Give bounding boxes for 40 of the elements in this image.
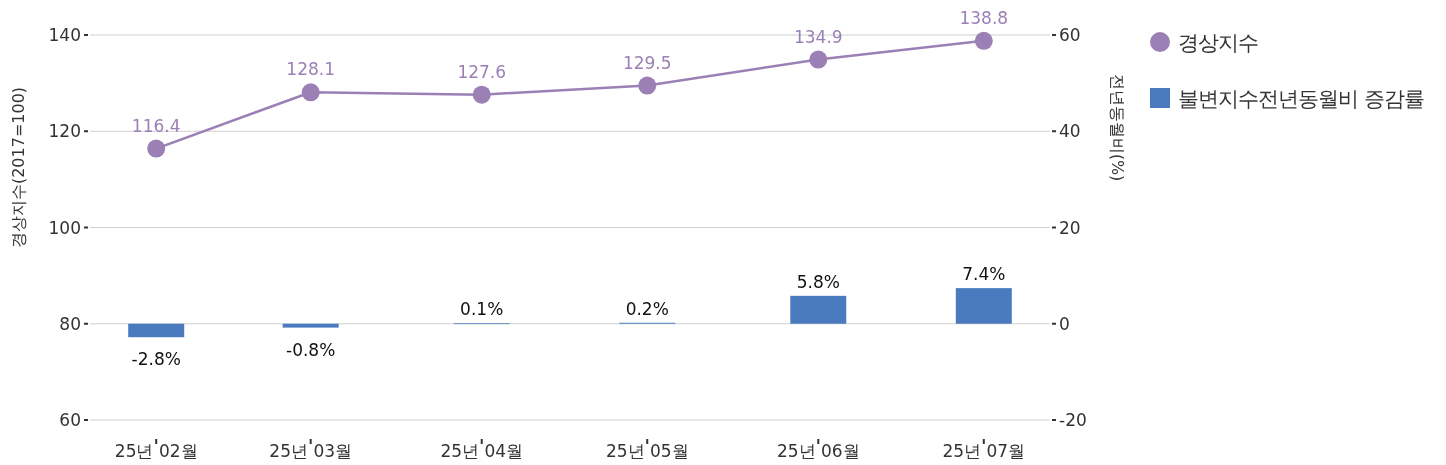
legend-label: 불변지수전년동월비 증감률 [1178, 87, 1424, 111]
x-tick-label: 25년 07월 [942, 441, 1026, 461]
legend-label: 경상지수 [1178, 31, 1258, 55]
bar [955, 288, 1012, 324]
y2-axis-title: 전년동월비(%) [1108, 73, 1127, 182]
y2-tick-label: 0 [1059, 313, 1070, 334]
data-label: 116.4 [131, 115, 181, 136]
y-tick-label: 140 [48, 25, 81, 45]
bar [790, 295, 847, 324]
y-tick-label: 80 [59, 313, 81, 334]
x-tick-label: 25년 03월 [269, 441, 353, 461]
data-label: 0.2% [625, 298, 669, 319]
x-tick-label: 25년 05월 [605, 441, 689, 461]
y2-tick-label: 20 [1059, 217, 1081, 238]
data-label: -0.8% [286, 339, 336, 360]
y-tick-label: 100 [48, 217, 81, 238]
bar [282, 323, 339, 328]
data-label: 127.6 [457, 61, 507, 82]
x-tick-label: 25년 04월 [440, 441, 524, 461]
y-tick-label: 120 [48, 121, 81, 142]
data-label: -2.8% [131, 349, 181, 370]
x-tick-label: 25년 06월 [776, 441, 860, 461]
y-tick-label: 60 [59, 410, 81, 430]
point [301, 83, 320, 102]
data-label: 134.9 [793, 26, 843, 47]
point [638, 76, 657, 95]
data-label: 138.8 [959, 7, 1009, 28]
y2-tick-label: 40 [1059, 121, 1081, 142]
data-label: 0.1% [460, 299, 504, 320]
x-tick-label: 25년 02월 [114, 441, 198, 461]
data-label: 129.5 [622, 52, 672, 73]
point [974, 31, 993, 50]
data-label: 128.1 [286, 59, 336, 80]
y2-tick-label: 60 [1059, 25, 1081, 45]
data-label: 5.8% [796, 271, 840, 292]
y2-tick-label: -20 [1059, 410, 1087, 430]
data-label: 7.4% [962, 264, 1006, 285]
point [809, 50, 828, 69]
point [472, 85, 491, 104]
y-axis-title: 경상지수(2017=100) [9, 86, 28, 249]
